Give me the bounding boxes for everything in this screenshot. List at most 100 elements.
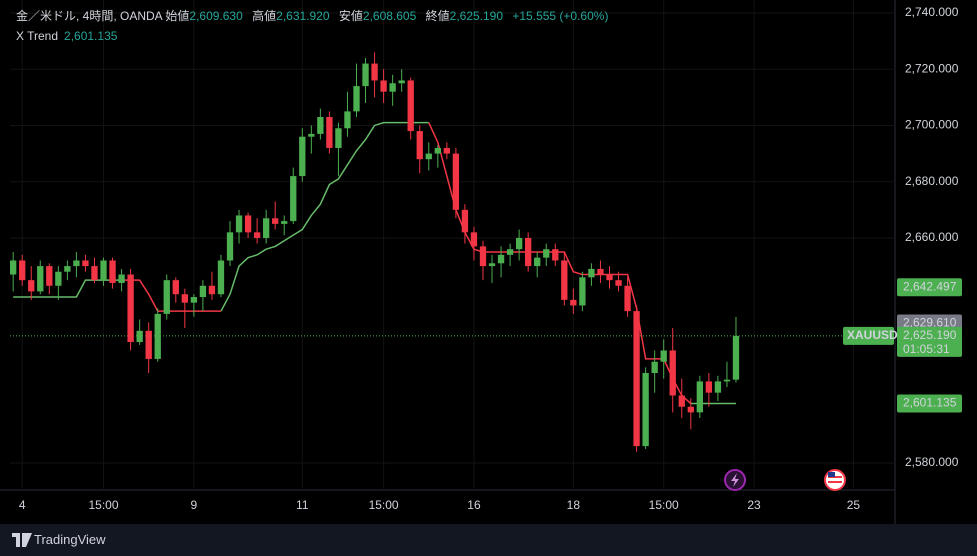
brand[interactable]: TradingView	[34, 532, 106, 547]
candle-body	[579, 277, 586, 306]
ohlc-value: 2,609.630	[189, 9, 243, 23]
last-price-label: 2,625.190	[903, 328, 957, 342]
x-tick-label: 16	[467, 498, 481, 512]
candle-body	[497, 254, 505, 264]
candle-body	[235, 215, 243, 233]
candle-body	[64, 266, 71, 272]
candle-body	[253, 232, 261, 238]
candle-body	[199, 285, 207, 298]
candle-body	[588, 268, 595, 278]
candle-body	[443, 147, 451, 154]
symbol: 金／米ドル, 4時間, OANDA	[16, 9, 163, 23]
indicator-value: 2,601.135	[64, 29, 118, 43]
candle-body	[127, 274, 134, 343]
candle-body	[100, 260, 107, 281]
candle-body	[452, 153, 460, 210]
candle-body	[705, 381, 713, 393]
candle-body	[570, 299, 577, 306]
ohlc-label: 安値	[338, 9, 363, 23]
legend: 金／米ドル, 4時間, OANDA 始値2,609.630 高値2,631.92…	[16, 6, 614, 46]
candle-body	[244, 215, 252, 233]
logo	[12, 533, 32, 547]
symbol-box	[843, 326, 894, 345]
candle-body	[615, 280, 622, 286]
candle-body	[353, 86, 360, 112]
candle-body	[732, 335, 740, 380]
ohlc-value: 2,631.920	[276, 9, 330, 23]
candle-body	[317, 117, 324, 134]
candle-body	[669, 350, 676, 396]
y-tick-label: 2,700.000	[905, 118, 959, 132]
event-icons[interactable]	[724, 469, 846, 491]
candle-body	[281, 221, 288, 224]
candle-body	[73, 260, 80, 267]
candle-body	[696, 381, 704, 413]
candle-body	[470, 232, 478, 247]
candle-body	[407, 80, 414, 132]
candle-body	[10, 260, 17, 275]
candle-body	[154, 313, 161, 359]
x-tick-label: 15:00	[649, 498, 679, 512]
candle-body	[55, 271, 62, 286]
candle-body	[82, 260, 89, 267]
candle-body	[145, 330, 152, 359]
price-label-box	[897, 394, 962, 413]
candle-body	[425, 153, 432, 160]
x-tick-label: 25	[847, 498, 861, 512]
x-tick-label: 15:00	[369, 498, 399, 512]
candle-body	[642, 372, 649, 447]
ohlc-label: 終値	[425, 9, 450, 23]
candle-body	[136, 330, 143, 343]
price-label: 2,629.610	[903, 316, 957, 330]
candle-body	[434, 147, 441, 154]
candle-body	[272, 218, 279, 224]
candle-body	[660, 350, 667, 362]
price-label-box	[897, 278, 962, 297]
candle-body	[335, 128, 342, 148]
x-tick-label: 11	[296, 498, 309, 512]
price-label: 2,642.497	[903, 279, 957, 293]
flag-canton	[828, 472, 835, 477]
background	[0, 0, 977, 524]
candle-body	[606, 274, 613, 281]
price-label: 2,601.135	[903, 396, 957, 410]
candle-body	[226, 232, 234, 261]
candle-body	[651, 361, 658, 373]
x-tick-label: 23	[747, 498, 761, 512]
y-tick-label: 2,660.000	[905, 230, 959, 244]
candle-body	[380, 80, 387, 92]
candle-body	[109, 260, 116, 283]
indicator-row: X Trend 2,601.135	[16, 26, 614, 46]
candle-body	[597, 268, 604, 275]
candle-body	[362, 63, 369, 87]
candle-body	[678, 395, 685, 407]
flag-stripe	[828, 481, 842, 483]
x-tick-label: 18	[567, 498, 581, 512]
y-tick-label: 2,720.000	[905, 61, 959, 75]
candle-body	[714, 381, 722, 393]
candle-body	[479, 246, 487, 267]
ohlc-value: 2,608.605	[362, 9, 417, 23]
candle-body	[28, 280, 35, 292]
candle-body	[299, 136, 306, 177]
ohlc-value: 2,625.190	[449, 9, 504, 23]
candle-body	[118, 274, 125, 283]
symbol-label: XAUUSD	[847, 328, 898, 342]
candle-body	[326, 117, 333, 148]
candle-body	[308, 133, 315, 137]
y-tick-label: 2,580.000	[905, 455, 959, 469]
x-tick-label: 15:00	[88, 498, 118, 512]
candle-body	[561, 260, 568, 300]
y-tick-label: 2,740.000	[905, 5, 959, 19]
candle-body	[543, 249, 550, 258]
x-tick-label: 9	[191, 498, 198, 512]
change: +15.555 (+0.60%)	[512, 9, 609, 23]
indicator-name: X Trend	[16, 29, 59, 43]
candle-body	[344, 111, 351, 129]
candle-body	[488, 263, 496, 267]
candle-body	[371, 63, 378, 81]
candle-body	[416, 131, 423, 160]
candle-body	[46, 266, 53, 286]
candle-body	[389, 83, 396, 92]
candle-body	[37, 266, 44, 292]
